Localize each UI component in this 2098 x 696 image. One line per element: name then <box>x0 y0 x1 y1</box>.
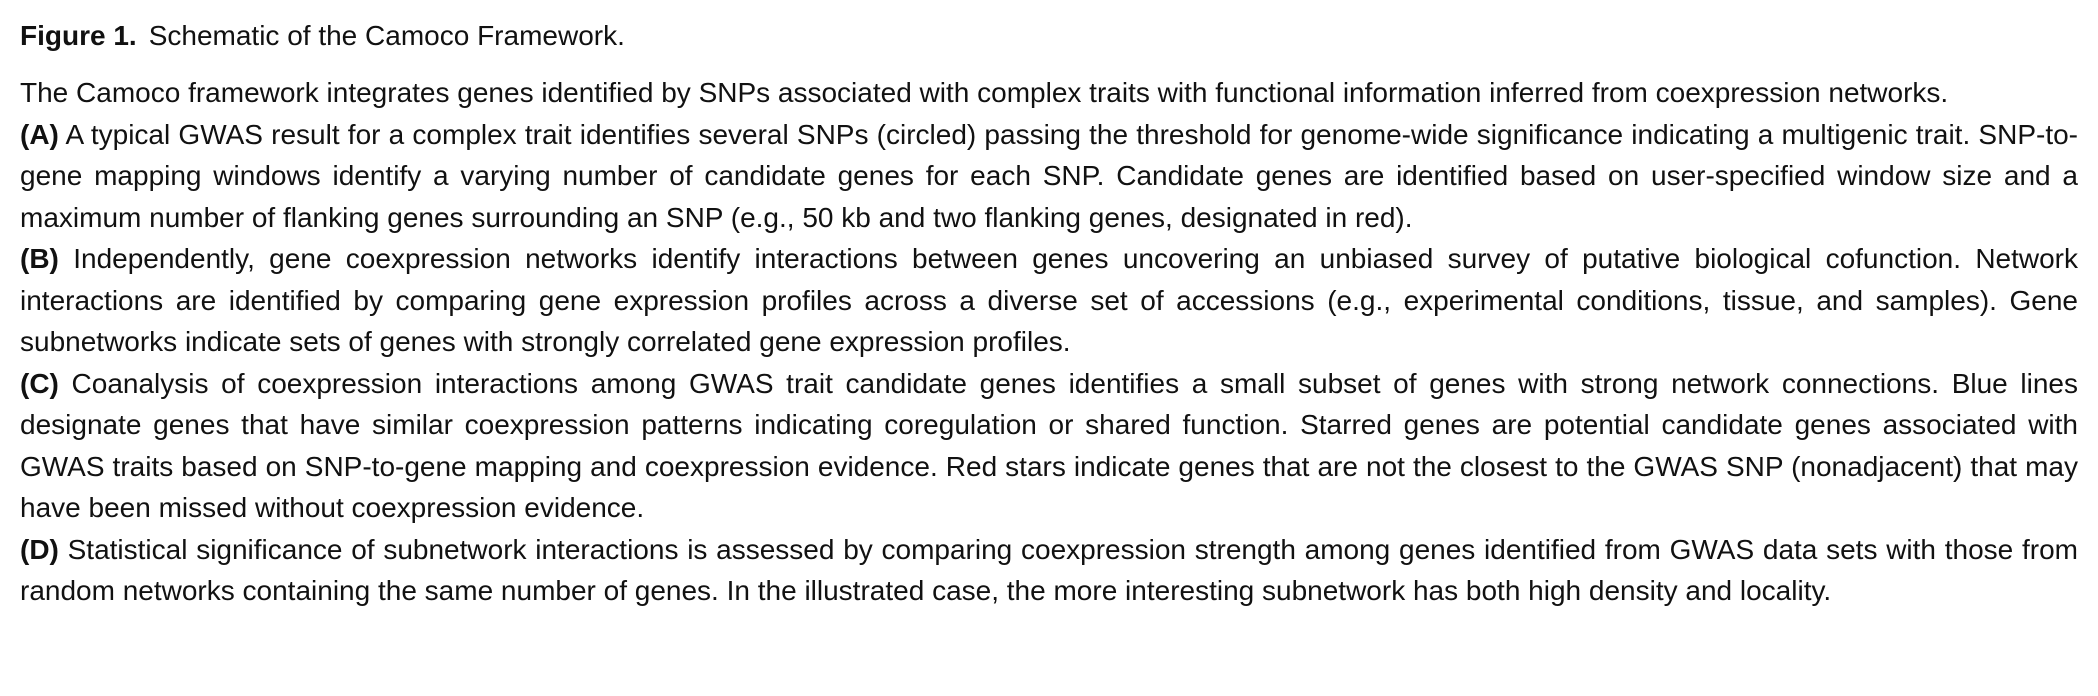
figure-label: Figure 1. <box>20 20 137 51</box>
panel-b-text: Independently, gene coexpression network… <box>20 243 2079 357</box>
panel-c-text: Coanalysis of coexpression interactions … <box>20 367 2078 524</box>
caption-title: Figure 1. Schematic of the Camoco Framewo… <box>20 18 2078 54</box>
panel-d-label: (D) <box>20 533 59 565</box>
panel-a-label: (A) <box>20 118 59 150</box>
figure-title: Schematic of the Camoco Framework. <box>148 20 625 51</box>
panel-b-paragraph: (B) Independently, gene coexpression net… <box>20 238 2078 363</box>
panel-d-text: Statistical significance of subnetwork i… <box>20 533 2078 607</box>
figure-caption: Figure 1. Schematic of the Camoco Framewo… <box>20 18 2078 612</box>
intro-paragraph: The Camoco framework integrates genes id… <box>20 77 1949 108</box>
panel-c-label: (C) <box>20 367 59 399</box>
panel-a-paragraph: (A) A typical GWAS result for a complex … <box>20 114 2078 239</box>
panel-c-paragraph: (C) Coanalysis of coexpression interacti… <box>20 363 2078 529</box>
panel-b-label: (B) <box>20 243 59 274</box>
panel-a-text: A typical GWAS result for a complex trai… <box>20 118 2079 233</box>
panel-d-paragraph: (D) Statistical significance of subnetwo… <box>20 529 2078 612</box>
